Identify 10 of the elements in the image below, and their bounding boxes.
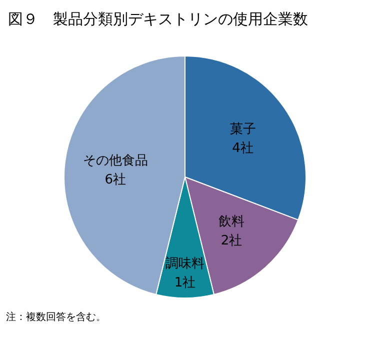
data-label: 4社 (232, 141, 254, 156)
data-label: 2社 (220, 234, 242, 249)
data-label: 6社 (104, 172, 126, 188)
slice-label: 菓子 (230, 122, 256, 138)
slice-label: 調味料 (166, 256, 204, 272)
slice-label: 飲料 (218, 214, 245, 230)
data-label: 1社 (174, 275, 196, 290)
chart-title: 図９ 製品分類別デキストリンの使用企業数 (8, 10, 308, 28)
text: 注：複数回答を含む。 (6, 311, 106, 323)
slice-label: その他食品 (82, 154, 148, 169)
